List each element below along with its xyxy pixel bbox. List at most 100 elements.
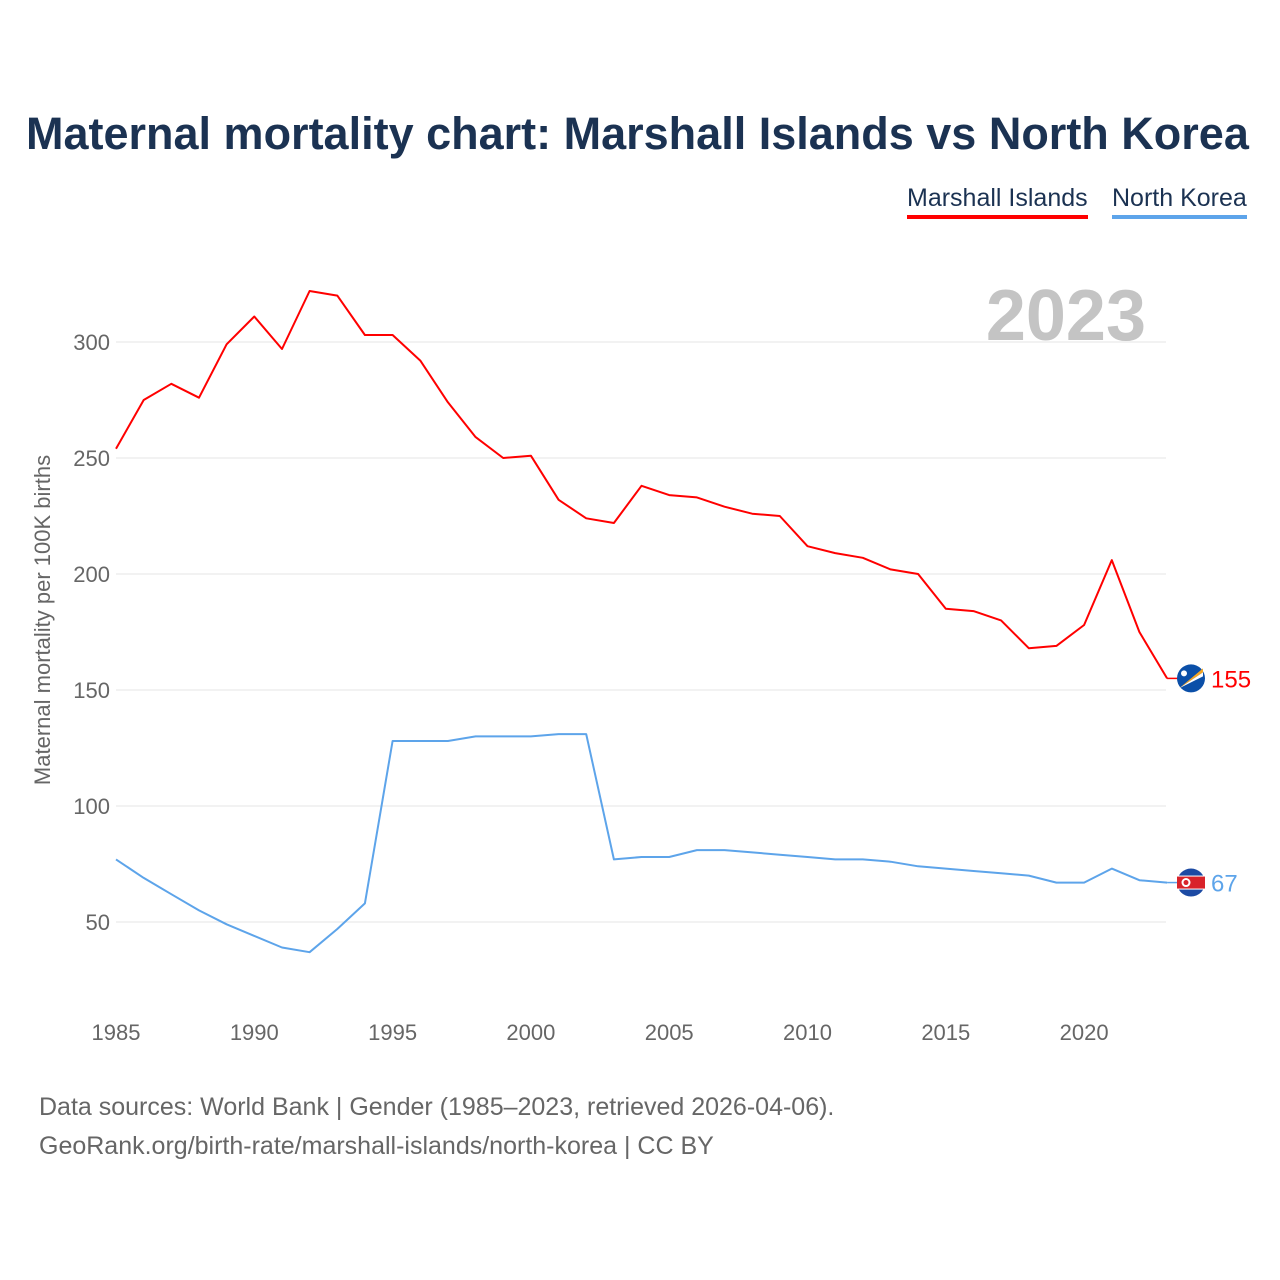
data-point [888, 859, 893, 864]
data-point [307, 288, 312, 293]
data-point [722, 504, 727, 509]
data-point [833, 551, 838, 556]
data-point [1026, 646, 1031, 651]
data-point [252, 314, 257, 319]
data-point [916, 864, 921, 869]
data-point [473, 734, 478, 739]
y-tick-label: 150 [73, 678, 110, 703]
data-point [114, 857, 119, 862]
data-point [445, 739, 450, 744]
data-point [1026, 873, 1031, 878]
data-point [252, 933, 257, 938]
data-point [556, 732, 561, 737]
data-point [777, 852, 782, 857]
data-point [196, 908, 201, 913]
end-value-label: 155 [1211, 666, 1251, 693]
data-point [335, 926, 340, 931]
data-point [667, 493, 672, 498]
data-point [390, 739, 395, 744]
y-tick-label: 100 [73, 794, 110, 819]
data-point [528, 453, 533, 458]
data-point [943, 866, 948, 871]
legend-marshall-islands[interactable]: Marshall Islands [907, 184, 1088, 219]
data-point [224, 922, 229, 927]
legend-north-korea[interactable]: North Korea [1112, 184, 1247, 219]
year-watermark: 2023 [986, 276, 1146, 356]
x-tick-label: 1995 [368, 1020, 417, 1045]
data-point [279, 945, 284, 950]
data-point [860, 555, 865, 560]
data-point [750, 850, 755, 855]
source-link[interactable]: GeoRank.org/birth-rate/marshall-islands/… [39, 1132, 714, 1160]
footer: Data sources: World Bank | Gender (1985–… [39, 1088, 834, 1166]
data-point [777, 514, 782, 519]
data-point [971, 609, 976, 614]
source-text: Data sources: World Bank | Gender (1985–… [39, 1093, 835, 1121]
flag-stripe-white [1179, 672, 1203, 689]
data-point [750, 511, 755, 516]
data-point [501, 734, 506, 739]
data-point [556, 497, 561, 502]
data-point [1109, 558, 1114, 563]
data-point [639, 483, 644, 488]
data-point [694, 848, 699, 853]
y-tick-label: 300 [73, 330, 110, 355]
flag-stripe-orange [1179, 668, 1203, 689]
y-tick-label: 200 [73, 562, 110, 587]
data-point [1054, 643, 1059, 648]
data-point [1082, 623, 1087, 628]
data-point [445, 400, 450, 405]
data-point [473, 435, 478, 440]
data-point [667, 855, 672, 860]
data-point [584, 732, 589, 737]
data-point [999, 871, 1004, 876]
data-point [943, 606, 948, 611]
data-point [1082, 880, 1087, 885]
data-point [224, 342, 229, 347]
x-tick-label: 2015 [921, 1020, 970, 1045]
data-point [860, 857, 865, 862]
data-point [1109, 866, 1114, 871]
data-point [362, 333, 367, 338]
data-point [805, 544, 810, 549]
flag-stripe-red [1177, 876, 1205, 889]
data-point [279, 346, 284, 351]
x-tick-label: 2020 [1060, 1020, 1109, 1045]
data-point [1137, 630, 1142, 635]
data-point [114, 446, 119, 451]
x-tick-label: 2010 [783, 1020, 832, 1045]
data-point [169, 381, 174, 386]
data-point [501, 456, 506, 461]
data-point [1054, 880, 1059, 885]
series-line-north-korea [115, 733, 1168, 954]
data-point [169, 892, 174, 897]
data-point [141, 875, 146, 880]
data-point [694, 495, 699, 500]
data-point [916, 572, 921, 577]
data-point [362, 901, 367, 906]
flag-star [1181, 670, 1187, 677]
data-point [1137, 878, 1142, 883]
x-tick-label: 2005 [645, 1020, 694, 1045]
chart-title: Maternal mortality chart: Marshall Islan… [26, 108, 1249, 159]
x-tick-label: 2000 [506, 1020, 555, 1045]
data-point [999, 618, 1004, 623]
data-point [971, 868, 976, 873]
y-tick-label: 250 [73, 446, 110, 471]
data-point [805, 855, 810, 860]
data-point [833, 857, 838, 862]
data-point [611, 520, 616, 525]
data-point [418, 358, 423, 363]
data-point [390, 333, 395, 338]
data-point [335, 293, 340, 298]
data-point [141, 398, 146, 403]
data-point [611, 857, 616, 862]
data-point [888, 567, 893, 572]
series-line-marshall-islands [115, 290, 1168, 679]
data-point [639, 855, 644, 860]
x-tick-label: 1990 [230, 1020, 279, 1045]
y-tick-label: 50 [86, 910, 110, 935]
data-point [722, 848, 727, 853]
end-value-label: 67 [1211, 871, 1238, 898]
